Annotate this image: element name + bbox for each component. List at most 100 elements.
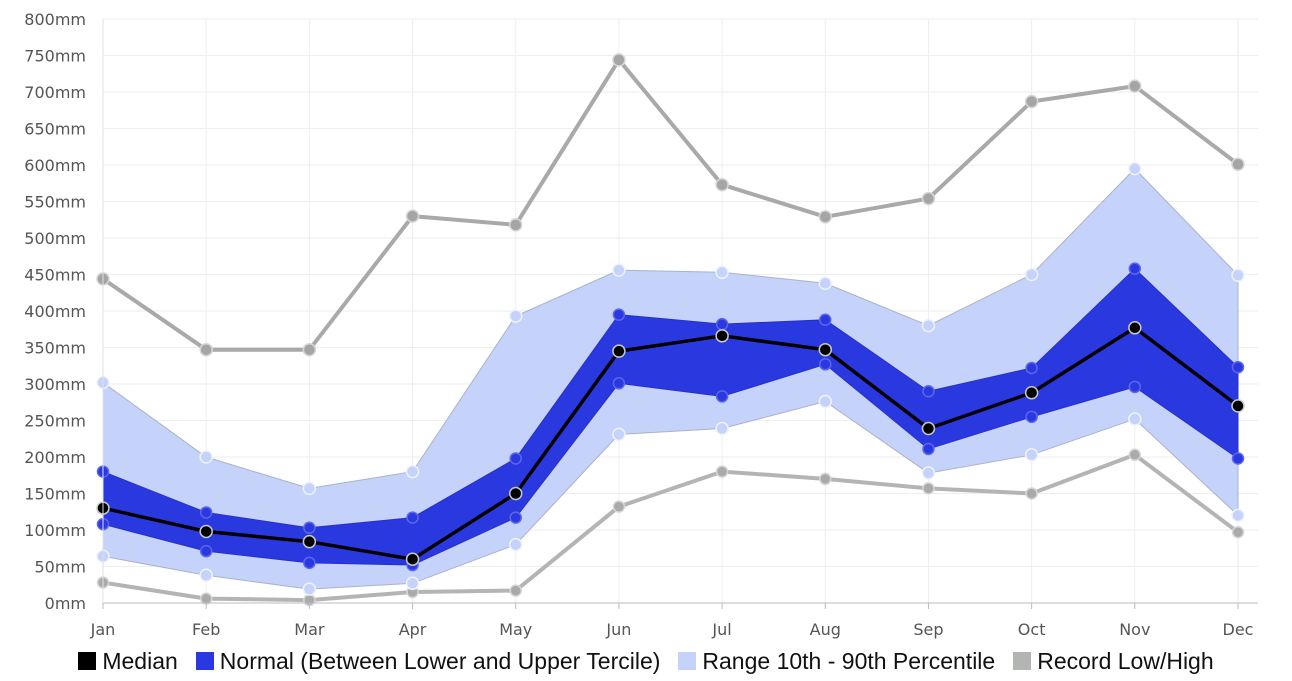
median-point[interactable] [818,342,833,357]
normal-lower-point[interactable] [922,442,935,456]
median-point[interactable] [1024,386,1039,400]
y-tick-label: 200mm [24,448,86,467]
record-low-point[interactable] [1231,525,1245,539]
y-tick-label: 700mm [24,83,86,102]
normal-lower-point[interactable] [715,390,729,403]
x-tick-label: Dec [1223,620,1254,639]
y-tick-label: 550mm [24,193,86,212]
record-high-point[interactable] [405,209,420,223]
range-upper-point[interactable] [1024,267,1039,282]
record-low-point[interactable] [922,482,935,495]
median-point[interactable] [199,524,213,539]
normal-lower-point[interactable] [612,377,626,390]
record-high-point[interactable] [818,210,833,224]
range-lower-point[interactable] [612,427,626,442]
range-upper-point[interactable] [508,309,523,323]
record-high-point[interactable] [1024,94,1039,109]
median-point[interactable] [921,421,936,436]
legend: Median Normal (Between Lower and Upper T… [0,643,1292,679]
x-tick-label: Oct [1018,620,1046,639]
record-low-point[interactable] [1025,487,1038,500]
median-line [102,326,1240,561]
legend-label-range: Range 10th - 90th Percentile [702,647,996,674]
range-lower-point[interactable] [302,582,317,596]
normal-lower-point[interactable] [1128,380,1142,394]
record-low-point[interactable] [819,472,832,486]
range-lower-point[interactable] [921,466,936,480]
range-upper-point[interactable] [921,318,936,333]
range-upper-point[interactable] [1128,161,1142,176]
normal-upper-point[interactable] [612,308,626,321]
legend-item-median[interactable]: Median [78,648,178,675]
median-point[interactable] [405,552,420,566]
record-low-point[interactable] [199,592,213,605]
median-point[interactable] [1231,399,1245,413]
normal-upper-point[interactable] [715,317,729,331]
record-high-point[interactable] [199,342,213,357]
normal-lower-point[interactable] [819,358,832,371]
record-low-point[interactable] [715,465,729,478]
normal-upper-point[interactable] [819,313,832,327]
normal-upper-point[interactable] [922,385,935,398]
y-tick-label: 500mm [24,229,86,248]
range-lower-point[interactable] [199,568,213,583]
range-upper-point[interactable] [612,263,626,277]
legend-item-normal[interactable]: Normal (Between Lower and Upper Tercile) [195,648,660,675]
median-point[interactable] [612,344,626,358]
range-lower-point[interactable] [715,421,729,436]
normal-upper-point[interactable] [1231,360,1245,374]
record-high-point[interactable] [1128,79,1142,93]
normal-upper-point[interactable] [199,506,213,519]
record-high-point[interactable] [1231,157,1245,172]
range-lower-point[interactable] [1024,448,1039,462]
record-high-point[interactable] [612,53,626,67]
x-tick-label: Feb [192,620,220,639]
normal-upper-point[interactable] [303,521,316,535]
range-upper-point[interactable] [715,265,729,280]
range-upper-point[interactable] [405,464,420,479]
normal-lower-point[interactable] [509,511,522,524]
normal-lower-point[interactable] [303,556,316,570]
legend-swatch-record [1013,652,1032,670]
normal-lower-point[interactable] [199,544,213,558]
legend-item-range[interactable]: Range 10th - 90th Percentile [678,648,995,675]
range-lower-point[interactable] [405,576,420,591]
range-upper-point[interactable] [302,481,317,496]
y-tick-label: 150mm [24,485,86,504]
legend-item-record[interactable]: Record Low/High [1013,648,1214,675]
x-tick-label: Aug [810,620,841,639]
record-high-line [101,57,1240,352]
y-tick-label: 650mm [24,120,86,139]
median-point[interactable] [508,486,523,501]
median-point[interactable] [715,329,729,343]
legend-swatch-normal [195,652,214,670]
normal-lower-point[interactable] [1231,452,1245,465]
x-tick-label: Mar [294,620,325,639]
legend-swatch-range [678,652,697,670]
record-low-point[interactable] [509,584,522,597]
normal-upper-point[interactable] [509,452,522,465]
normal-upper-point[interactable] [406,511,419,524]
x-tick-label: Jun [605,620,631,639]
record-high-point[interactable] [508,218,523,232]
y-tick-label: 750mm [24,47,86,66]
range-upper-point[interactable] [199,450,213,464]
range-upper-point[interactable] [818,276,833,291]
normal-upper-point[interactable] [1025,361,1038,375]
median-point[interactable] [1128,321,1142,335]
normal-lower-point[interactable] [1025,410,1038,424]
record-high-point[interactable] [921,191,936,206]
range-lower-point[interactable] [1231,508,1245,523]
y-tick-label: 0mm [45,594,86,613]
x-tick-label: Nov [1119,620,1150,639]
record-low-point[interactable] [612,500,626,513]
record-high-point[interactable] [302,342,317,357]
normal-upper-point[interactable] [1128,262,1142,275]
record-low-point[interactable] [1128,448,1142,462]
record-high-point[interactable] [715,177,729,192]
range-lower-point[interactable] [818,394,833,409]
range-lower-point[interactable] [508,537,523,552]
median-point[interactable] [302,534,317,549]
range-upper-point[interactable] [1231,268,1245,282]
range-lower-point[interactable] [1128,412,1142,426]
